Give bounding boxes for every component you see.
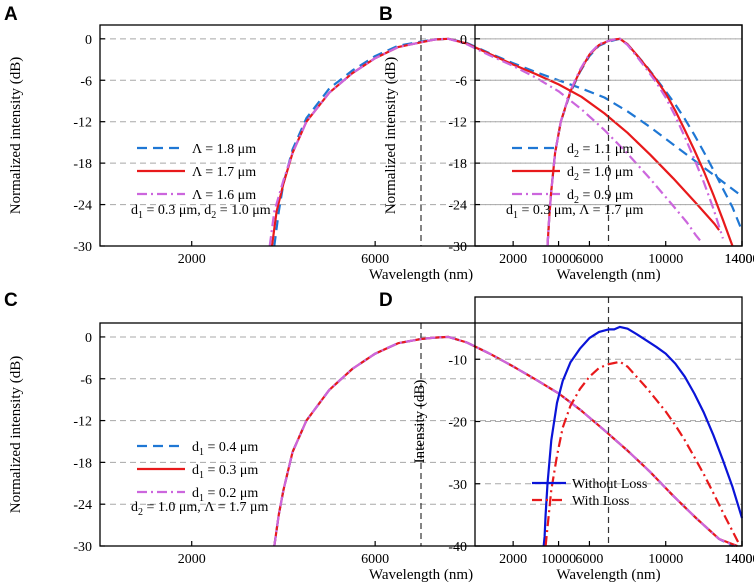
panel-c-series-2-line — [273, 335, 738, 548]
panel-a-y-tick-label: 0 — [85, 33, 92, 48]
panel-b-y-tick-label: -24 — [448, 199, 467, 214]
panel-a-x-axis-label: Wavelength (nm) — [369, 267, 473, 283]
panel-c-x-tick-label: 14000 — [725, 552, 754, 567]
panel-c-y-tick-label: -24 — [73, 498, 92, 513]
panel-d-x-tick-label: 10000 — [648, 552, 683, 567]
panel-d-legend-label: With Loss — [572, 494, 629, 509]
panel-d-legend-label: Without Loss — [572, 477, 647, 492]
panel-d-x-tick-label: 14000 — [725, 552, 754, 567]
panel-a-legend-label: Λ = 1.8 μm — [192, 142, 256, 157]
panel-c-y-tick-label: -12 — [73, 415, 92, 430]
panel-c-y-tick-label: 0 — [85, 331, 92, 346]
panel-b-x-tick-label: 14000 — [725, 252, 754, 267]
panel-a-x-tick-label: 10000 — [541, 252, 576, 267]
panel-d-y-axis-label: Intensity (dB) — [412, 380, 428, 464]
panel-a-y-tick-label: -6 — [80, 74, 92, 89]
panel-b-y-tick-label: 0 — [460, 33, 467, 48]
panel-b-y-tick-label: -12 — [448, 116, 467, 131]
panel-a-legend-label: Λ = 1.6 μm — [192, 188, 256, 203]
panel-a-y-tick-label: -30 — [73, 240, 92, 255]
panel-a-legend-label: Λ = 1.7 μm — [192, 165, 256, 180]
panel-c-letter: C — [4, 290, 18, 311]
panel-c-y-tick-label: -30 — [73, 540, 92, 555]
panel-d-x-tick-label: 6000 — [575, 552, 603, 567]
panel-b-x-tick-label: 2000 — [499, 252, 527, 267]
panel-b-x-tick-label: 6000 — [575, 252, 603, 267]
panel-c-series-3-line — [273, 335, 736, 548]
panel-b-y-axis-label: Normalized intensity (dB) — [383, 57, 399, 214]
panel-b-legend-label: d2 = 0.9 μm — [567, 188, 633, 206]
panel-c-legend: d1 = 0.4 μm d1 = 0.3 μm d1 = 0.2 μm — [137, 440, 258, 504]
panel-a-y-tick-label: -18 — [73, 157, 92, 172]
panel-b-letter: B — [379, 4, 393, 25]
panel-a-x-tick-label: 6000 — [361, 252, 389, 267]
panel-c-x-tick-label: 2000 — [178, 552, 206, 567]
panel-b-series-2-line — [546, 37, 734, 247]
panel-d-letter: D — [379, 290, 393, 311]
panel-a-series-2-line — [270, 37, 720, 247]
panel-b-legend: d2 = 1.1 μm d2 = 1.0 μm d2 = 0.9 μm — [512, 142, 633, 206]
panel-c-x-tick-label: 10000 — [541, 552, 576, 567]
panel-b-x-axis-label: Wavelength (nm) — [556, 267, 660, 283]
panel-b-y-tick-label: -6 — [455, 74, 467, 89]
panel-d-y-tick-label: -40 — [448, 540, 467, 555]
panel-a-letter: A — [4, 4, 18, 25]
panel-c-y-axis-label: Normalized intensity (dB) — [8, 356, 24, 513]
panel-a-series-3-line — [268, 37, 702, 247]
panel-c-x-tick-label: 6000 — [361, 552, 389, 567]
panel-d-series-2-line — [544, 360, 742, 547]
panel-c-y-tick-label: -6 — [80, 373, 92, 388]
panel-b-annotation: d1 = 0.3 μm, Λ = 1.7 μm — [506, 203, 643, 221]
panel-c-y-tick-label: -18 — [73, 456, 92, 471]
panel-a-y-axis-label: Normalized intensity (dB) — [8, 57, 24, 214]
panel-a-legend: Λ = 1.8 μm Λ = 1.7 μm Λ = 1.6 μm — [137, 142, 256, 203]
panel-c-annotation: d2 = 1.0 μm, Λ = 1.7 μm — [131, 500, 268, 518]
panel-b-y-tick-label: -18 — [448, 157, 467, 172]
panel-b-series-3-line — [546, 37, 724, 247]
panel-c-legend-label: d1 = 0.4 μm — [192, 440, 258, 458]
panel-b-axes-frame — [474, 24, 743, 247]
panel-c-series-1-line — [273, 335, 734, 547]
panel-d-y-tick-label: -20 — [448, 416, 467, 431]
panel-a-x-tick-label: 14000 — [725, 252, 754, 267]
panel-d-legend: Without Loss With Loss — [532, 477, 647, 509]
panel-a-x-tick-label: 2000 — [178, 252, 206, 267]
panel-d-y-tick-label: -10 — [448, 353, 467, 368]
panel-c-legend-label: d1 = 0.2 μm — [192, 486, 258, 504]
panel-d-x-tick-label: 2000 — [499, 552, 527, 567]
panel-b-y-tick-label: -30 — [448, 240, 467, 255]
panel-d-x-axis-label: Wavelength (nm) — [556, 567, 660, 583]
panel-b-legend-label: d2 = 1.0 μm — [567, 165, 633, 183]
panel-a-y-tick-label: -12 — [73, 116, 92, 131]
panel-d-series-1-line — [542, 325, 744, 547]
panel-b-x-tick-label: 10000 — [648, 252, 683, 267]
panel-c-legend-label: d1 = 0.3 μm — [192, 463, 258, 481]
panel-d-y-tick-label: -30 — [448, 478, 467, 493]
panel-a-annotation: d1 = 0.3 μm, d2 = 1.0 μm — [131, 203, 271, 221]
panel-c-x-axis-label: Wavelength (nm) — [369, 567, 473, 583]
panel-a-y-tick-label: -24 — [73, 199, 92, 214]
panel-b-legend-label: d2 = 1.1 μm — [567, 142, 633, 160]
panel-d: Without Loss With Loss -10 -20 -30 -40 2000 600… — [379, 290, 754, 583]
